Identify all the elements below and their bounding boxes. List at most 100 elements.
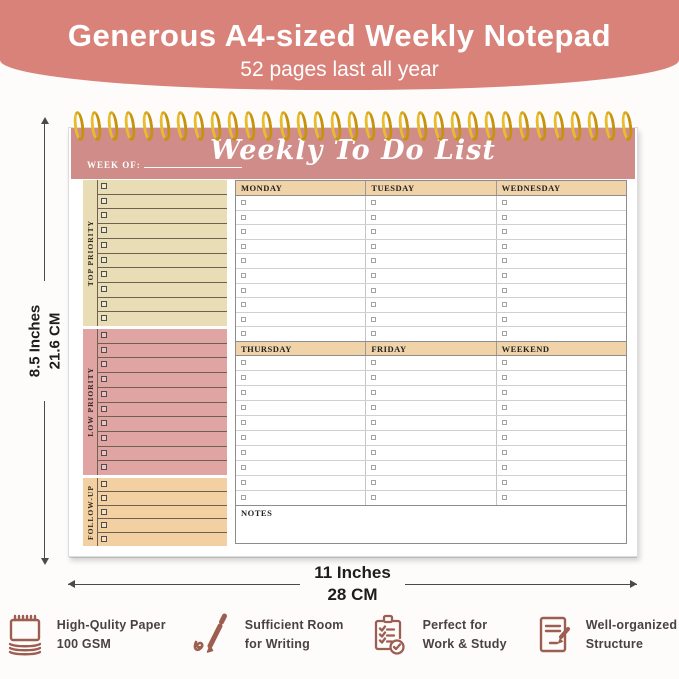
priority-column: TOP PRIORITY LOW PRIORITY FOLLOW-UP — [83, 180, 227, 549]
todo-row — [98, 519, 227, 534]
spiral-ring-icon — [431, 110, 446, 142]
checkbox-icon — [101, 464, 107, 471]
day-cell — [366, 312, 497, 327]
day-cell — [497, 386, 626, 400]
spiral-ring-icon — [380, 110, 395, 142]
checkbox-icon — [101, 405, 107, 412]
feature-text: Perfect for Work & Study — [422, 618, 507, 651]
day-cell — [366, 210, 497, 225]
spiral-ring-icon — [448, 110, 463, 142]
day-cell — [497, 476, 626, 490]
spiral-binding — [72, 110, 634, 144]
checkbox-icon — [501, 287, 507, 293]
day-cell — [236, 225, 367, 239]
checkbox-icon — [371, 435, 377, 440]
spiral-ring-icon — [89, 110, 103, 142]
table-row — [236, 254, 626, 269]
week-of-label: WEEK OF: — [87, 160, 242, 170]
checkbox-icon — [101, 241, 107, 248]
spiral-ring-icon — [363, 110, 377, 142]
section-label: LOW PRIORITY — [83, 329, 98, 475]
checkbox-icon — [101, 285, 107, 292]
spiral-ring-icon — [226, 110, 240, 142]
checkbox-icon — [371, 360, 377, 365]
day-cell — [497, 269, 626, 283]
checkbox-icon — [101, 300, 107, 307]
todo-row — [98, 239, 227, 254]
section-top-priority: TOP PRIORITY — [83, 180, 227, 326]
todo-row — [98, 224, 227, 239]
table-row — [236, 327, 626, 341]
todo-row — [98, 432, 227, 447]
notepad-icon — [2, 612, 48, 658]
width-dimension-line — [404, 579, 638, 588]
arrow-down-icon — [41, 558, 49, 565]
day-cell — [236, 356, 367, 370]
todo-row — [98, 533, 227, 546]
day-cell — [236, 431, 367, 445]
checkbox-icon — [501, 331, 507, 337]
spiral-ring-icon — [209, 110, 223, 142]
checkbox-icon — [501, 480, 507, 485]
todo-row — [98, 195, 227, 210]
spiral-ring-icon — [294, 110, 309, 142]
spiral-ring-icon — [517, 110, 532, 142]
arrow-up-icon — [41, 117, 49, 124]
spiral-ring-icon — [157, 110, 172, 142]
todo-row — [98, 478, 227, 492]
day-cell — [497, 313, 626, 327]
day-cell — [366, 356, 497, 370]
checkbox-icon — [101, 227, 107, 234]
feature-text: High-Qulity Paper 100 GSM — [56, 618, 166, 651]
day-cell — [236, 312, 367, 327]
todo-row — [98, 388, 227, 403]
checkbox-icon — [101, 390, 107, 397]
todo-row — [98, 298, 227, 313]
spiral-ring-icon — [534, 110, 549, 142]
table-row — [236, 268, 626, 284]
spiral-ring-icon — [72, 110, 86, 142]
day-cell — [366, 476, 497, 490]
day-cell — [497, 196, 626, 210]
checkbox-icon — [101, 508, 107, 515]
checkbox-icon — [501, 420, 507, 425]
day-cell — [497, 356, 626, 370]
spiral-ring-icon — [243, 110, 258, 142]
checkbox-icon — [241, 375, 246, 380]
checkbox-icon — [241, 390, 246, 395]
todo-row — [98, 403, 227, 418]
table-row — [236, 210, 626, 226]
table-row — [236, 312, 626, 328]
checkbox-icon — [501, 258, 507, 264]
day-cell — [497, 416, 626, 430]
table-row — [236, 196, 626, 211]
checkbox-icon — [101, 315, 107, 322]
spiral-ring-icon — [414, 110, 429, 142]
checkbox-icon — [241, 405, 246, 410]
day-cell — [236, 416, 367, 430]
height-dimension-label: 8.5 Inches 21.6 CM — [26, 304, 64, 378]
notepad-title: Weekly To Do List — [210, 135, 496, 166]
height-dimension-line — [44, 401, 45, 559]
table-row — [236, 298, 626, 313]
document-icon — [531, 612, 577, 658]
checkbox-icon — [501, 229, 507, 235]
weekly-table: MONDAY TUESDAY WEDNESDAY THURSDAY FRIDAY… — [235, 180, 627, 544]
spiral-ring-icon — [551, 110, 566, 142]
checkbox-icon — [501, 316, 507, 322]
table-row — [236, 371, 626, 386]
checkbox-icon — [101, 197, 107, 204]
checkbox-icon — [241, 495, 246, 500]
checkbox-icon — [241, 272, 246, 278]
day-cell — [366, 327, 497, 341]
todo-row — [98, 373, 227, 388]
checkbox-icon — [101, 271, 107, 278]
day-cell — [497, 284, 626, 298]
checkbox-icon — [501, 390, 507, 395]
spiral-ring-icon — [483, 110, 497, 142]
checkbox-icon — [371, 390, 377, 395]
day-cell — [497, 327, 626, 341]
checkbox-icon — [241, 316, 246, 322]
table-row — [236, 431, 626, 446]
day-cell — [236, 386, 367, 400]
